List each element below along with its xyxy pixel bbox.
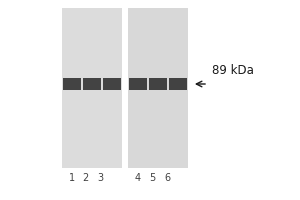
Text: 6: 6 — [164, 173, 170, 183]
Text: 5: 5 — [149, 173, 155, 183]
Bar — [128, 8, 188, 168]
Bar — [169, 78, 187, 90]
Text: 3: 3 — [97, 173, 103, 183]
Bar — [83, 78, 101, 90]
Text: 4: 4 — [135, 173, 141, 183]
Text: 2: 2 — [82, 173, 88, 183]
Bar — [63, 78, 81, 90]
Bar — [129, 78, 147, 90]
Text: 1: 1 — [69, 173, 75, 183]
Bar — [62, 8, 122, 168]
Bar — [149, 78, 167, 90]
Bar — [103, 78, 121, 90]
Text: 89 kDa: 89 kDa — [212, 64, 254, 77]
